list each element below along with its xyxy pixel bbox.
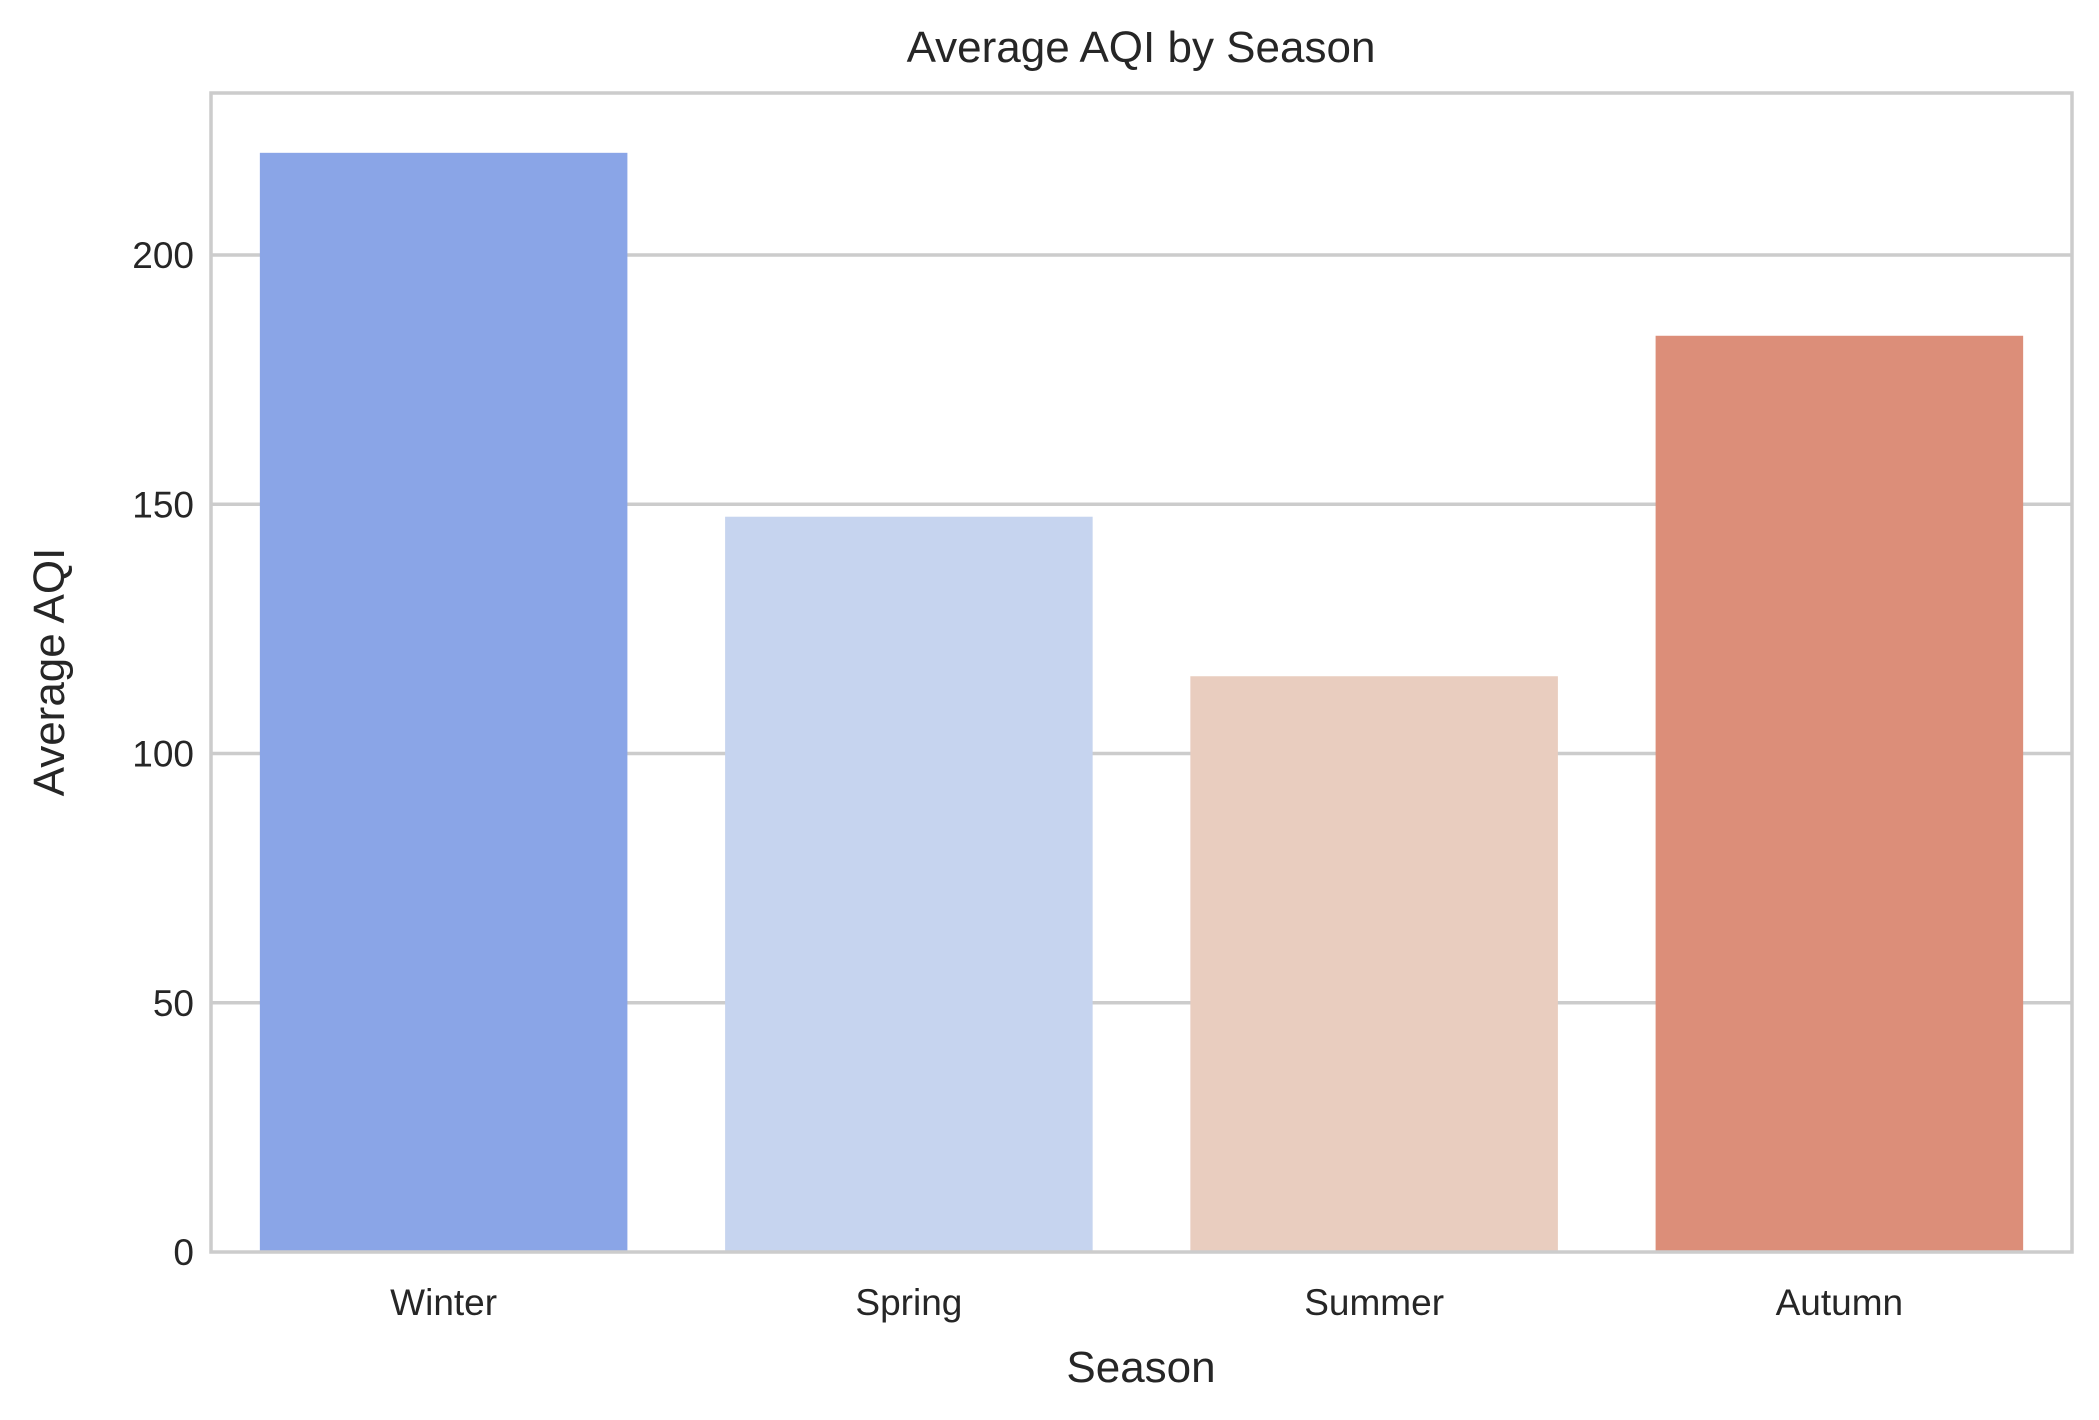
x-tick-label-winter: Winter: [390, 1282, 497, 1323]
y-tick-label: 150: [132, 484, 194, 525]
x-axis-ticks: Winter Spring Summer Autumn: [390, 1282, 1903, 1323]
bar-summer: [1190, 676, 1558, 1252]
plot-frame: [209, 91, 2074, 1254]
x-tick-label-spring: Spring: [855, 1282, 962, 1323]
x-axis-label: Season: [1066, 1343, 1215, 1392]
x-tick-label-summer: Summer: [1304, 1282, 1444, 1323]
y-tick-label: 0: [173, 1232, 194, 1273]
bar-autumn: [1655, 335, 2024, 1253]
bars: [259, 152, 2024, 1253]
y-tick-label: 200: [132, 235, 194, 276]
y-axis-ticks: 0 50 100 150 200: [132, 235, 194, 1273]
bar-winter: [259, 152, 628, 1253]
y-tick-label: 50: [153, 983, 194, 1024]
y-axis-label: Average AQI: [25, 548, 74, 797]
x-tick-label-autumn: Autumn: [1776, 1282, 1904, 1323]
chart-title: Average AQI by Season: [907, 23, 1376, 72]
bar-spring: [725, 516, 1093, 1252]
y-tick-label: 100: [132, 734, 194, 775]
